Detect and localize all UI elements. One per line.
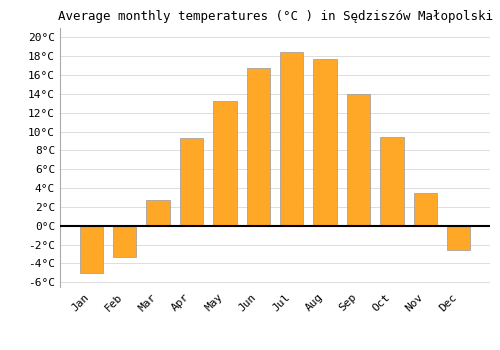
- Bar: [213, 100, 236, 226]
- Bar: [314, 59, 337, 226]
- Bar: [280, 51, 303, 226]
- Title: Average monthly temperatures (°C ) in Sędziszów Małopolski: Average monthly temperatures (°C ) in Sę…: [58, 10, 492, 23]
- Bar: [246, 68, 270, 226]
- Bar: [380, 137, 404, 226]
- Bar: [146, 200, 170, 226]
- Bar: [447, 226, 470, 250]
- Bar: [113, 226, 136, 257]
- Bar: [80, 226, 103, 273]
- Bar: [347, 94, 370, 226]
- Bar: [180, 138, 203, 226]
- Bar: [414, 193, 437, 226]
